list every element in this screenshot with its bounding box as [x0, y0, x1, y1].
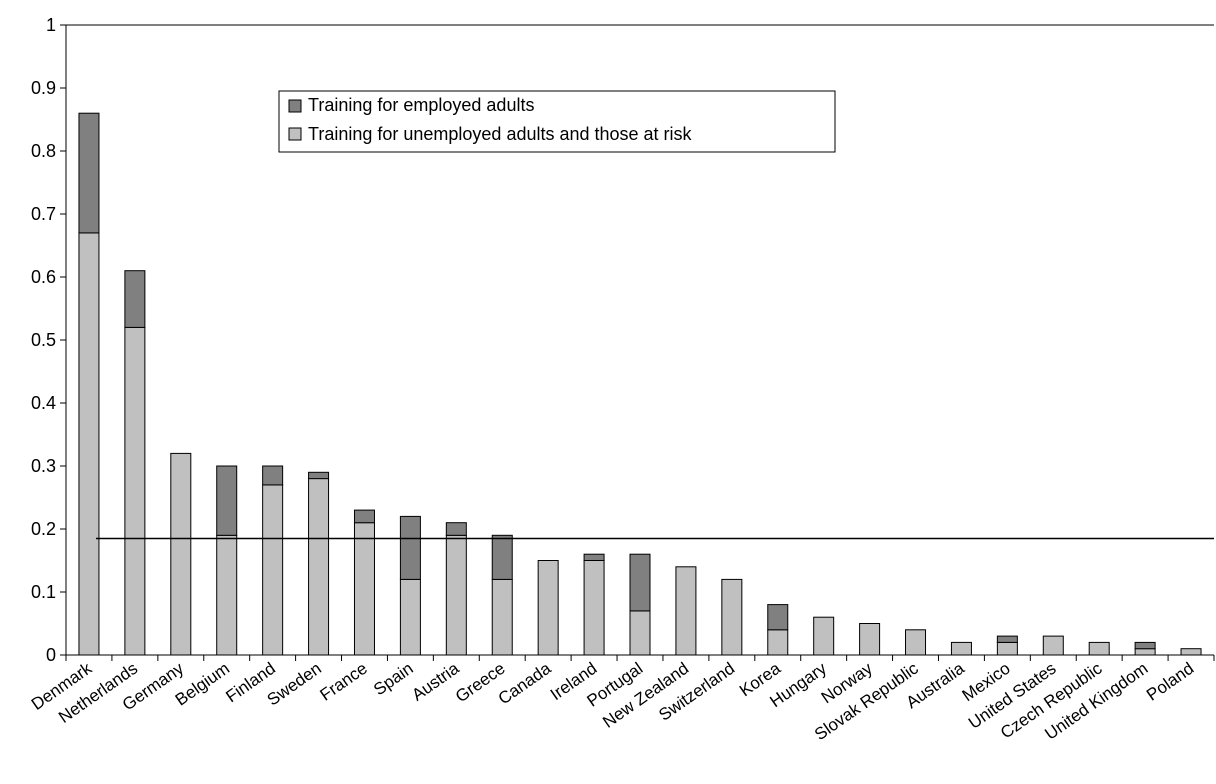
bar-employed: [445, 522, 467, 536]
bar-employed: [399, 515, 421, 580]
y-tick-label: 0.7: [31, 204, 56, 224]
bar-unemployed: [767, 629, 789, 656]
legend-label-unemployed: Training for unemployed adults and those…: [308, 124, 693, 144]
bar-employed: [629, 553, 651, 612]
bar-unemployed: [399, 578, 421, 656]
bar-unemployed: [721, 578, 743, 656]
x-category-label: France: [317, 659, 371, 705]
y-tick-label: 0.2: [31, 519, 56, 539]
y-tick-label: 1: [46, 15, 56, 35]
bar-unemployed: [1042, 635, 1064, 656]
bar-unemployed: [813, 616, 835, 656]
legend-swatch-employed: [288, 99, 302, 113]
bar-employed: [583, 553, 605, 562]
y-tick-label: 0.9: [31, 78, 56, 98]
bar-unemployed: [353, 522, 375, 656]
bar-unemployed: [216, 534, 238, 656]
bar-unemployed: [124, 326, 146, 656]
bar-unemployed: [1180, 648, 1202, 656]
y-tick-label: 0.5: [31, 330, 56, 350]
legend-swatch-unemployed: [288, 127, 302, 141]
y-tick-label: 0.3: [31, 456, 56, 476]
bar-employed: [262, 465, 284, 486]
bar-unemployed: [308, 478, 330, 656]
bar-unemployed: [445, 534, 467, 656]
bar-employed: [996, 635, 1018, 643]
bar-unemployed: [491, 578, 513, 656]
y-tick-label: 0.4: [31, 393, 56, 413]
y-tick-label: 0.6: [31, 267, 56, 287]
bar-employed: [767, 604, 789, 631]
x-category-label: Spain: [370, 659, 417, 700]
bar-employed: [353, 509, 375, 524]
legend-box: [278, 90, 836, 153]
y-tick-label: 0.8: [31, 141, 56, 161]
y-tick-label: 0.1: [31, 582, 56, 602]
bar-employed: [491, 534, 513, 580]
legend-label-employed: Training for employed adults: [308, 95, 534, 115]
bar-unemployed: [675, 566, 697, 656]
bar-unemployed: [629, 610, 651, 656]
bar-unemployed: [537, 560, 559, 656]
bar-unemployed: [859, 623, 881, 656]
bar-unemployed: [262, 484, 284, 656]
bar-employed: [124, 270, 146, 328]
bar-unemployed: [170, 452, 192, 656]
bar-unemployed: [905, 629, 927, 656]
bar-unemployed: [996, 641, 1018, 656]
legend: Training for employed adults Training fo…: [278, 90, 836, 153]
bar-employed: [78, 112, 100, 234]
bar-unemployed: [583, 560, 605, 656]
bar-unemployed: [1134, 648, 1156, 656]
y-tick-label: 0: [46, 645, 56, 665]
bar-employed: [216, 465, 238, 536]
bar-unemployed: [950, 641, 972, 656]
bar-employed: [1134, 641, 1156, 650]
bar-employed: [308, 471, 330, 480]
x-category-label: Poland: [1143, 659, 1197, 705]
bar-unemployed: [78, 232, 100, 656]
x-category-label: Austria: [408, 658, 463, 704]
x-category-label: Canada: [495, 658, 555, 708]
bar-unemployed: [1088, 641, 1110, 656]
